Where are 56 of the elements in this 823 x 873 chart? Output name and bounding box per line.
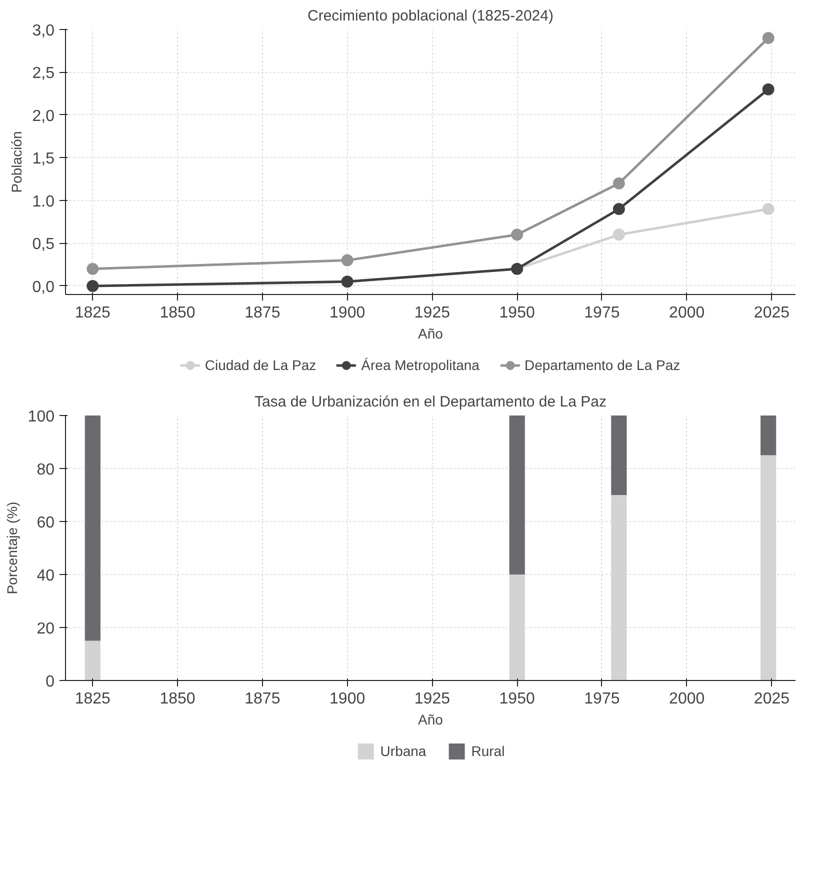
y-tick-label: 40 (36, 568, 55, 584)
x-tick-label: 1975 (584, 304, 620, 322)
x-tick-label: 2000 (669, 690, 705, 708)
point (762, 203, 774, 216)
x-tick-label: 1875 (244, 690, 280, 708)
y-tick-label: 0 (46, 674, 55, 690)
y-tick-label: 60 (36, 514, 55, 532)
x-tick-label: 1925 (414, 304, 450, 322)
x-tick-label: 1875 (244, 304, 280, 322)
y-tick-label: 2,0 (32, 108, 55, 125)
point (511, 228, 524, 241)
y-axis-title: Porcentaje (%) (4, 502, 20, 594)
y-tick-label: 1,5 (32, 150, 55, 168)
point (612, 228, 625, 241)
x-tick-label: 1900 (330, 304, 366, 322)
x-tick-label: 1950 (499, 304, 535, 322)
x-tick-label: 1900 (330, 690, 366, 708)
legend-label: Urbana (380, 743, 426, 759)
x-tick-label: 2025 (754, 304, 790, 322)
y-tick-label: 0,5 (32, 236, 55, 254)
y-axis-title: Población (8, 131, 24, 193)
point (341, 254, 354, 266)
y-tick-label: 20 (36, 620, 55, 638)
point (762, 32, 774, 44)
bar (760, 416, 776, 456)
x-tick-label: 1975 (584, 690, 620, 708)
x-axis-title: Año (418, 712, 444, 728)
x-tick-label: 2025 (754, 690, 790, 708)
y-tick-label: 2,5 (32, 65, 55, 82)
x-tick-label: 2000 (669, 304, 705, 322)
chart-title: Tasa de Urbanización en el Departamento de La Paz (254, 394, 606, 410)
bar (509, 416, 525, 574)
y-tick-label: 100 (28, 408, 55, 426)
x-tick-label: 1950 (499, 690, 535, 708)
x-tick-label: 1825 (74, 690, 111, 708)
x-axis-title: Año (418, 326, 444, 342)
y-tick-label: 80 (36, 462, 55, 478)
bar (84, 640, 100, 680)
x-tick-label: 1850 (160, 690, 196, 708)
x-tick-label: 1825 (74, 304, 111, 322)
legend-label: Ciudad de La Paz (204, 357, 316, 373)
point (612, 177, 625, 190)
y-tick-label: 3,0 (32, 22, 55, 40)
x-tick-label: 1925 (414, 690, 450, 708)
legend-label: Rural (471, 743, 505, 759)
y-tick-label: 1.0 (32, 193, 55, 210)
point (86, 262, 99, 275)
chart-title: Crecimiento poblacional (1825-2024) (308, 8, 554, 24)
bar (611, 416, 627, 495)
y-tick-label: 0,0 (32, 278, 55, 296)
point (762, 83, 774, 96)
bar (84, 416, 100, 641)
x-tick-label: 1850 (160, 304, 196, 322)
legend-label: Departamento de La Paz (524, 357, 680, 373)
legend-label: Área Metropolitana (361, 357, 480, 373)
point (612, 203, 625, 216)
